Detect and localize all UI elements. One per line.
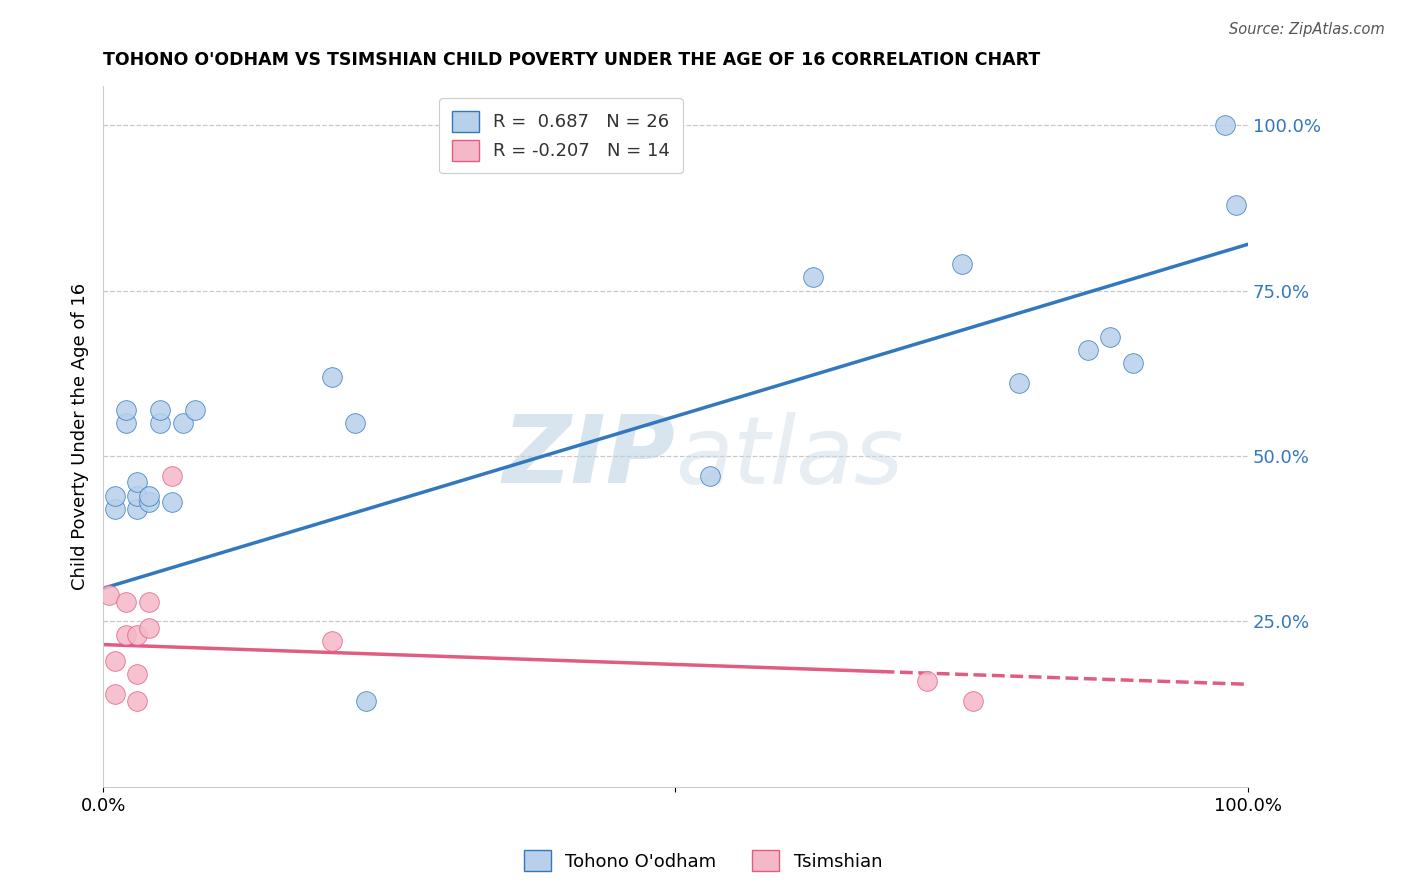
Point — [127, 694, 149, 708]
Point — [115, 594, 138, 608]
Point — [103, 489, 125, 503]
Point — [138, 489, 160, 503]
Point — [103, 687, 125, 701]
Point — [127, 502, 149, 516]
Text: ZIP: ZIP — [502, 411, 675, 503]
Point — [321, 634, 343, 648]
Point — [115, 402, 138, 417]
Legend: R =  0.687   N = 26, R = -0.207   N = 14: R = 0.687 N = 26, R = -0.207 N = 14 — [439, 98, 683, 173]
Point — [1122, 356, 1144, 370]
Point — [115, 628, 138, 642]
Point — [127, 628, 149, 642]
Point — [138, 621, 160, 635]
Point — [103, 654, 125, 668]
Text: Source: ZipAtlas.com: Source: ZipAtlas.com — [1229, 22, 1385, 37]
Point — [138, 495, 160, 509]
Point — [103, 502, 125, 516]
Point — [160, 495, 183, 509]
Point — [917, 673, 939, 688]
Point — [1225, 197, 1247, 211]
Point — [172, 416, 194, 430]
Point — [801, 270, 824, 285]
Point — [149, 402, 172, 417]
Point — [321, 369, 343, 384]
Text: atlas: atlas — [675, 412, 904, 503]
Text: TOHONO O'ODHAM VS TSIMSHIAN CHILD POVERTY UNDER THE AGE OF 16 CORRELATION CHART: TOHONO O'ODHAM VS TSIMSHIAN CHILD POVERT… — [103, 51, 1040, 69]
Point — [127, 489, 149, 503]
Point — [1213, 118, 1236, 132]
Point — [1008, 376, 1031, 391]
Point — [183, 402, 205, 417]
Point — [138, 594, 160, 608]
Point — [149, 416, 172, 430]
Point — [343, 416, 366, 430]
Point — [962, 694, 984, 708]
Point — [356, 694, 378, 708]
Point — [97, 588, 120, 602]
Point — [1099, 330, 1122, 344]
Point — [160, 468, 183, 483]
Point — [127, 475, 149, 490]
Legend: Tohono O'odham, Tsimshian: Tohono O'odham, Tsimshian — [516, 843, 890, 879]
Point — [1077, 343, 1099, 358]
Point — [699, 468, 721, 483]
Point — [127, 667, 149, 681]
Y-axis label: Child Poverty Under the Age of 16: Child Poverty Under the Age of 16 — [72, 283, 89, 590]
Point — [115, 416, 138, 430]
Point — [950, 257, 973, 271]
